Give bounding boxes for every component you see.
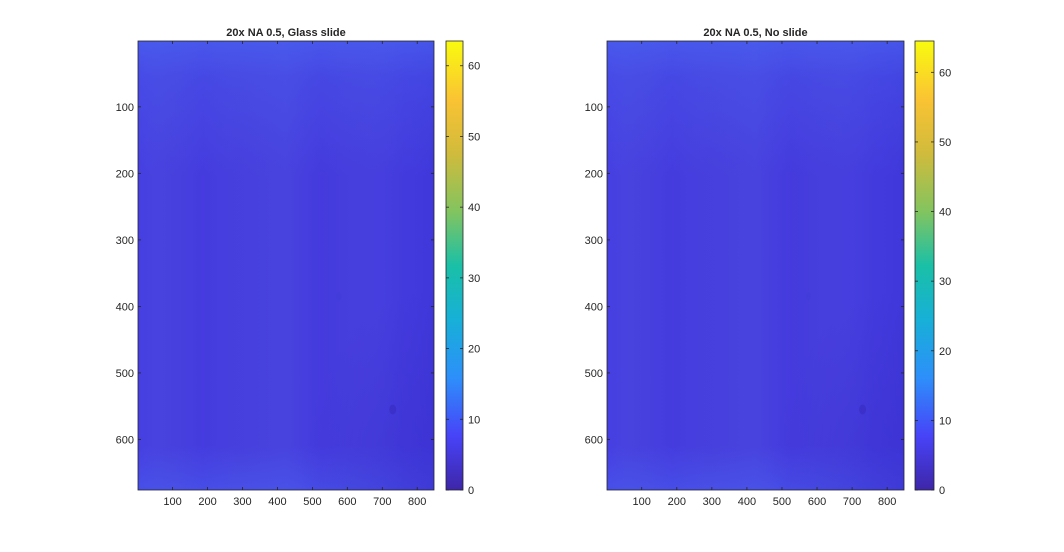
chart-title: 20x NA 0.5, Glass slide [226, 27, 345, 39]
x-tick-label: 400 [268, 496, 286, 508]
heatmap-dark-corner [138, 41, 434, 490]
colorbar-tick-label: 30 [939, 276, 951, 288]
x-tick-label: 600 [338, 496, 356, 508]
y-tick-label: 500 [116, 368, 134, 380]
x-tick-label: 200 [198, 496, 216, 508]
colorbar-tick-label: 0 [468, 485, 474, 497]
axes-box [606, 40, 905, 491]
colorbar-tick-label: 0 [939, 485, 945, 497]
heatmap-dark-corner [607, 41, 904, 490]
colorbar [914, 40, 935, 491]
dark-spot [336, 292, 342, 301]
dark-spot [859, 404, 867, 415]
y-tick-label: 400 [585, 301, 603, 313]
colorbar-tick-label: 20 [468, 344, 480, 356]
chart-title: 20x NA 0.5, No slide [703, 27, 807, 39]
colorbar-tick-label: 60 [468, 61, 480, 73]
colorbar-tick-label: 60 [939, 67, 951, 79]
dark-spot [389, 404, 397, 415]
x-tick-label: 800 [408, 496, 426, 508]
y-tick-label: 300 [585, 235, 603, 247]
x-tick-label: 400 [738, 496, 756, 508]
colorbar-tick-label: 10 [468, 414, 480, 426]
colorbar-tick-label: 50 [468, 131, 480, 143]
x-tick-label: 500 [773, 496, 791, 508]
axes-box [137, 40, 435, 491]
x-tick-label: 500 [303, 496, 321, 508]
colorbar-tick-label: 10 [939, 415, 951, 427]
x-tick-label: 200 [668, 496, 686, 508]
x-tick-label: 100 [163, 496, 181, 508]
x-tick-label: 300 [233, 496, 251, 508]
y-tick-label: 100 [116, 102, 134, 114]
x-tick-label: 700 [843, 496, 861, 508]
y-tick-label: 600 [585, 434, 603, 446]
dark-spot [805, 292, 811, 301]
y-tick-label: 100 [585, 102, 603, 114]
y-tick-label: 500 [585, 368, 603, 380]
y-tick-label: 300 [116, 235, 134, 247]
y-tick-label: 200 [585, 168, 603, 180]
colorbar-tick-label: 20 [939, 346, 951, 358]
x-tick-label: 100 [633, 496, 651, 508]
y-tick-label: 400 [116, 301, 134, 313]
colorbar [445, 40, 464, 491]
colorbar-tick-label: 50 [939, 137, 951, 149]
x-tick-label: 600 [808, 496, 826, 508]
x-tick-label: 700 [373, 496, 391, 508]
colorbar-tick-label: 40 [939, 207, 951, 219]
colorbar-tick-label: 30 [468, 273, 480, 285]
x-tick-label: 800 [878, 496, 896, 508]
x-tick-label: 300 [703, 496, 721, 508]
colorbar-tick-label: 40 [468, 202, 480, 214]
y-tick-label: 600 [116, 434, 134, 446]
y-tick-label: 200 [116, 168, 134, 180]
